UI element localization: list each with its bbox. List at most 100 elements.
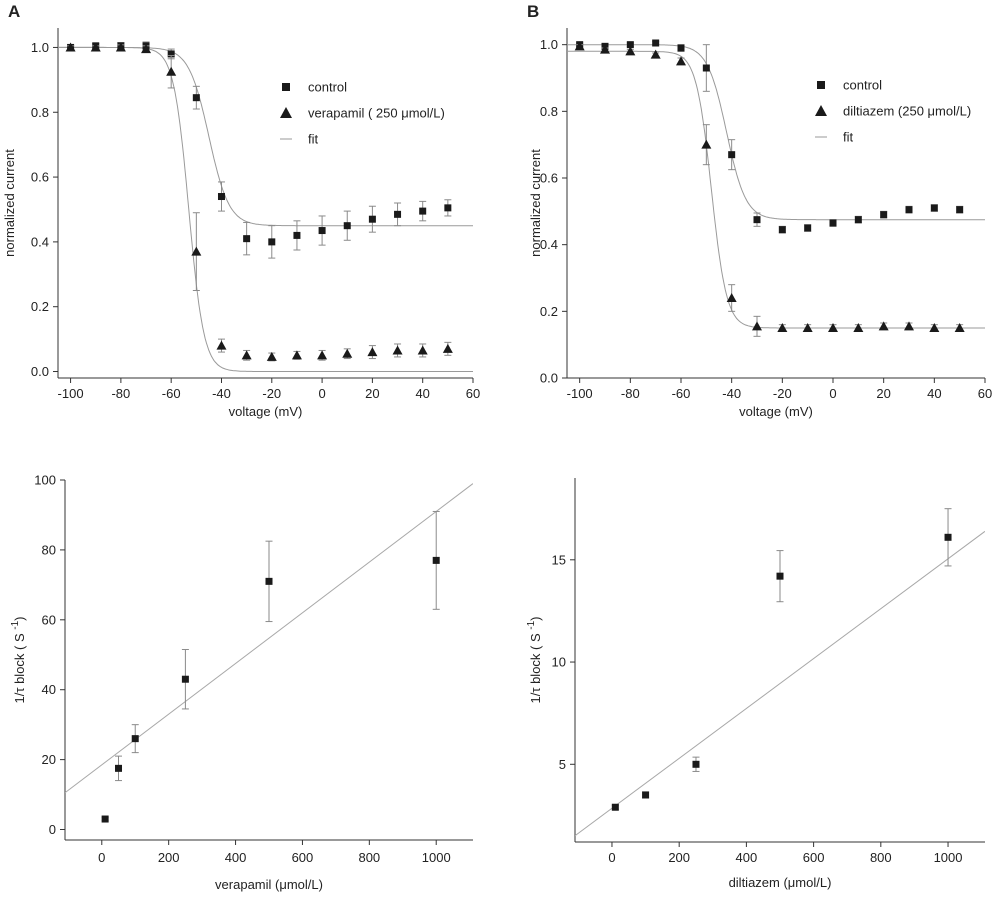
legend-label: fit <box>843 130 854 145</box>
chart-B-bottom: 0 200 400 600 800 1000 5 10 15 diltiazem (μmol/L)… <box>526 478 985 890</box>
data-point-square <box>728 151 736 159</box>
y-axis-title: 1/τ block ( S -1) <box>10 616 27 703</box>
data-point-triangle <box>342 348 353 358</box>
data-point-square <box>368 215 376 223</box>
y-tick-label: 0.4 <box>540 237 558 252</box>
legend-label: verapamil ( 250 μmol/L) <box>308 106 445 121</box>
fit-curve-control <box>58 46 473 227</box>
x-tick-label: 0 <box>829 386 836 401</box>
data-point-triangle <box>752 321 762 331</box>
y-tick-label: 0.2 <box>31 299 49 314</box>
x-tick-label: -80 <box>621 386 640 401</box>
x-tick-label: 200 <box>158 850 180 865</box>
legend-label: diltiazem (250 μmol/L) <box>843 104 971 119</box>
chart-B-top: -100 -80 -60 -40 -20 0 20 40 60 0.0 0.2 0.4 0.6 0.8 1.… <box>528 28 992 419</box>
x-tick-label: -60 <box>162 386 181 401</box>
data-point-square <box>265 577 273 585</box>
data-point-square <box>394 210 402 218</box>
data-point-square <box>444 204 452 212</box>
x-tick-label: 600 <box>803 850 825 865</box>
data-point-square <box>854 216 862 224</box>
legend-marker-square <box>282 83 290 91</box>
x-tick-label: 40 <box>415 386 429 401</box>
chart-A-top: -100 -80 -60 -40 -20 0 20 40 60 0.0 0.2 0.4 0.6 0.8 1.… <box>2 28 480 419</box>
legend: control verapamil ( 250 μmol/L) fit <box>280 80 445 147</box>
data-point-square <box>243 235 251 243</box>
x-tick-label: -60 <box>672 386 691 401</box>
y-tick-label: 0.2 <box>540 304 558 319</box>
y-tick-label: 0.8 <box>31 105 49 120</box>
y-tick-label: 80 <box>42 542 56 557</box>
data-point-square <box>432 556 440 564</box>
data-point-triangle <box>777 323 788 332</box>
data-point-square <box>956 206 964 214</box>
y-tick-label: 5 <box>559 757 566 772</box>
data-point-triangle <box>701 139 712 149</box>
x-tick-label: -20 <box>262 386 281 401</box>
x-axis-title: diltiazem (μmol/L) <box>729 875 832 890</box>
x-tick-label: -100 <box>567 386 593 401</box>
data-point-triangle <box>878 321 889 331</box>
linear-fit-line <box>575 530 985 837</box>
data-point-triangle <box>417 345 428 355</box>
y-axis-title: normalized current <box>528 149 543 257</box>
data-point-triangle <box>929 323 940 332</box>
data-point-triangle <box>166 66 177 76</box>
x-tick-label: 20 <box>365 386 379 401</box>
x-axis-title: voltage (mV) <box>739 404 813 419</box>
x-tick-label: 400 <box>225 850 247 865</box>
y-tick-label: 20 <box>42 752 56 767</box>
legend-label: control <box>843 78 882 93</box>
x-tick-label: 0 <box>318 386 325 401</box>
y-tick-label: 0.8 <box>540 104 558 119</box>
data-point-square <box>702 64 710 72</box>
y-tick-label: 1.0 <box>31 40 49 55</box>
data-point-square <box>753 216 761 224</box>
y-tick-label: 40 <box>42 682 56 697</box>
data-point-triangle <box>291 350 302 360</box>
y-tick-label: 0.0 <box>31 364 49 379</box>
data-point-triangle <box>367 347 378 357</box>
legend: control diltiazem (250 μmol/L) fit <box>815 78 971 145</box>
data-point-square <box>930 204 938 212</box>
x-tick-label: 600 <box>292 850 314 865</box>
y-axis-title: normalized current <box>2 149 17 257</box>
data-point-square <box>343 222 351 230</box>
chart-A-bottom: 0 200 400 600 800 1000 0 20 40 60 80 100 verapamil (… <box>10 473 473 892</box>
panel-label-a: A <box>8 2 21 21</box>
fit-curve-control <box>567 44 985 221</box>
data-point-square <box>611 803 619 811</box>
data-point-triangle <box>954 323 965 332</box>
data-point-square <box>652 39 660 47</box>
legend-marker-triangle <box>815 105 827 116</box>
data-point-square <box>677 44 685 52</box>
data-point-triangle <box>574 41 585 51</box>
x-tick-label: 800 <box>870 850 892 865</box>
data-point-triangle <box>392 345 403 355</box>
y-tick-label: 0.4 <box>31 234 49 249</box>
data-point-triangle <box>191 246 202 256</box>
data-point-triangle <box>115 42 126 52</box>
linear-fit-line <box>65 483 473 794</box>
x-tick-label: 40 <box>927 386 941 401</box>
legend-marker-square <box>817 81 825 89</box>
x-tick-label: -40 <box>212 386 231 401</box>
data-point-triangle <box>802 323 813 332</box>
data-point-square <box>829 219 837 227</box>
x-tick-label: 1000 <box>422 850 451 865</box>
data-point-triangle <box>65 42 76 52</box>
data-point-triangle <box>676 56 686 66</box>
data-point-square <box>944 533 952 541</box>
data-point-triangle <box>853 323 864 332</box>
x-tick-label: -100 <box>58 386 84 401</box>
legend-label: control <box>308 80 347 95</box>
data-point-square <box>880 211 888 219</box>
data-point-square <box>181 675 189 683</box>
data-point-square <box>131 735 139 743</box>
data-point-square <box>217 193 225 201</box>
panel-label-b: B <box>527 2 540 21</box>
data-point-triangle <box>141 44 152 54</box>
data-point-square <box>167 50 175 58</box>
y-tick-label: 15 <box>552 552 566 567</box>
